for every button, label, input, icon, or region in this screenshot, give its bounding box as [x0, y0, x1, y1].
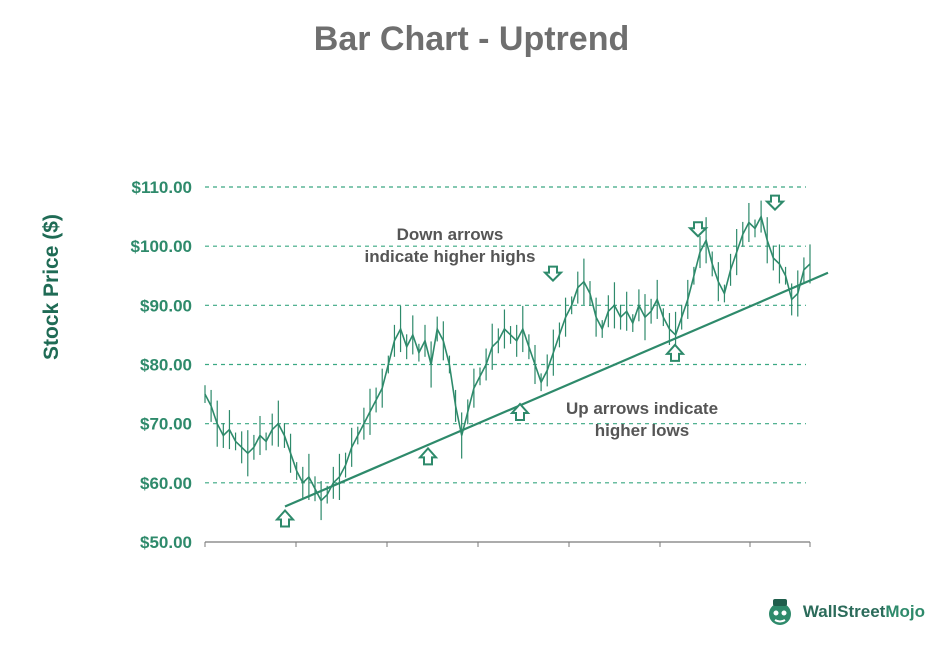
down-arrow-icon — [542, 265, 564, 283]
y-tick-label: $100.00 — [131, 237, 192, 256]
brand-logo-part2: Street — [837, 602, 886, 621]
y-tick-label: $90.00 — [140, 296, 192, 315]
y-tick-label: $70.00 — [140, 415, 192, 434]
trendline-line — [284, 271, 829, 508]
brand-mascot-icon — [768, 599, 791, 625]
brand-logo-part1: Wall — [802, 602, 838, 621]
annotation-text: Up arrows indicate — [566, 399, 718, 418]
y-tick-label: $60.00 — [140, 474, 192, 493]
arrows — [274, 194, 786, 528]
brand-logo-text: WallStreetMojo — [803, 602, 925, 622]
x-axis — [204, 541, 811, 547]
trendline — [284, 271, 829, 508]
y-tick-label: $110.00 — [131, 178, 192, 197]
brand-logo: WallStreetMojo — [763, 595, 925, 629]
chart-title: Bar Chart - Uptrend — [313, 20, 630, 58]
up-arrow-icon — [509, 402, 531, 421]
gridlines — [205, 186, 806, 484]
down-arrow-icon — [687, 221, 709, 238]
annotation-text: higher lows — [595, 421, 689, 440]
annotations: Down arrows indicate higher highs Up arrow… — [365, 225, 719, 440]
y-tick-label: $80.00 — [140, 356, 192, 375]
up-arrow-icon — [274, 508, 296, 528]
down-arrow-icon — [764, 194, 786, 212]
brand-logo-part3: Mojo — [885, 602, 925, 621]
up-arrow-icon — [417, 446, 439, 466]
price-series — [204, 200, 811, 521]
y-tick-labels: $110.00 $100.00 $90.00 $80.00 $70.00 $60.00 $5… — [131, 178, 192, 552]
up-arrow-icon — [664, 343, 686, 362]
annotation-text: Down arrows — [397, 225, 504, 244]
y-tick-label: $50.00 — [140, 533, 192, 552]
price-line — [204, 214, 811, 502]
annotation-text: indicate higher highs — [365, 247, 536, 266]
